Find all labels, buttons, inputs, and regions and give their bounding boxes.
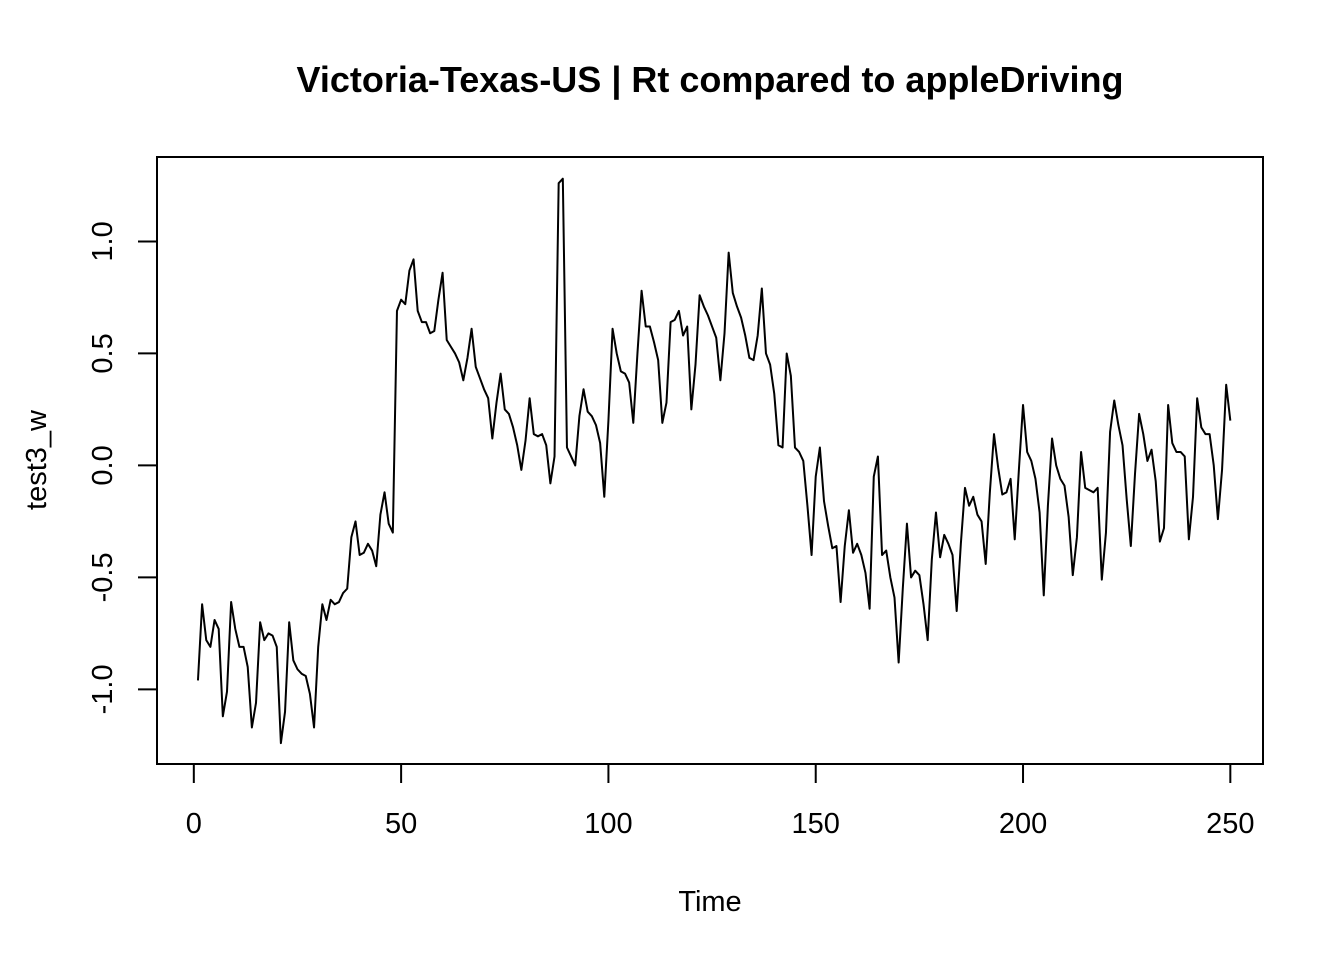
x-tick-label: 100 <box>584 808 632 840</box>
y-tick-label: -1.0 <box>87 664 119 714</box>
y-axis: -1.0 -0.5 0.0 0.5 1.0 <box>87 221 158 714</box>
plot-area-frame <box>156 156 1264 765</box>
y-tick-label: 1.0 <box>87 221 119 261</box>
y-tick-label: -0.5 <box>87 552 119 602</box>
x-tick-label: 200 <box>999 808 1047 840</box>
x-tick-label: 50 <box>385 808 417 840</box>
x-axis: 0 50 100 150 200 250 <box>186 763 1255 840</box>
x-tick-label: 0 <box>186 808 202 840</box>
x-axis-label: Time <box>678 886 741 918</box>
x-tick-label: 150 <box>792 808 840 840</box>
y-tick-label: 0.5 <box>87 333 119 373</box>
y-axis-label: test3_w <box>21 409 53 510</box>
series-line-test3-w <box>196 177 1232 745</box>
x-tick-label: 250 <box>1206 808 1254 840</box>
chart-title: Victoria-Texas-US | Rt compared to apple… <box>297 59 1124 101</box>
y-tick-label: 0.0 <box>87 445 119 485</box>
